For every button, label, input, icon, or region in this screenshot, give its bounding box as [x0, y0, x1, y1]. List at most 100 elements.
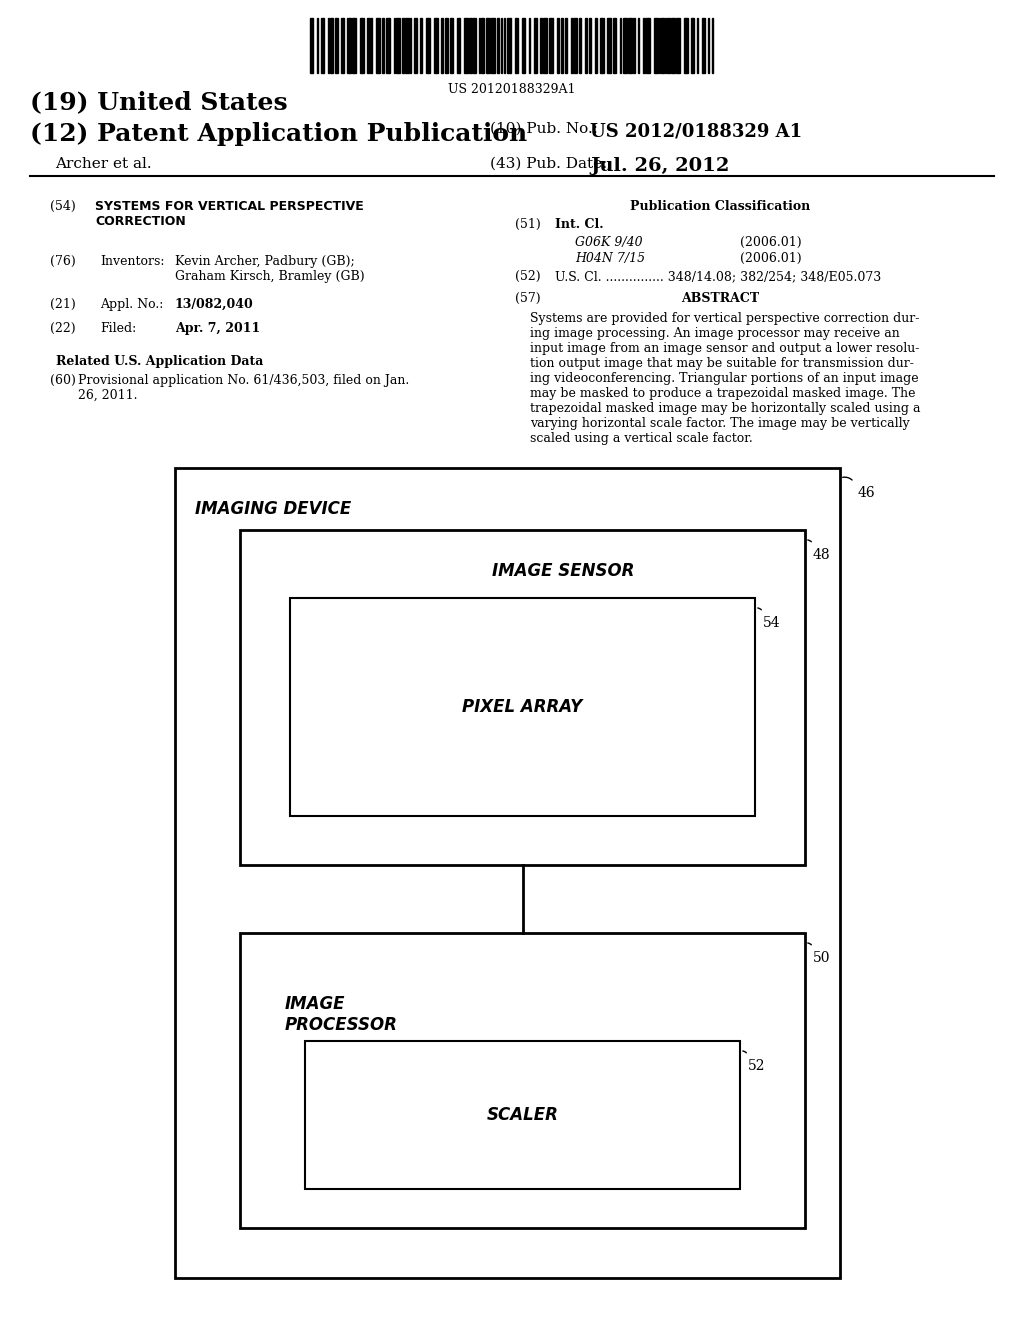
Text: U.S. Cl. ............... 348/14.08; 382/254; 348/E05.073: U.S. Cl. ............... 348/14.08; 382/… [555, 271, 882, 282]
Bar [600, 18, 604, 73]
Text: (12) Patent Application Publication: (12) Patent Application Publication [30, 121, 527, 147]
Bar [595, 18, 597, 73]
Bar [643, 18, 645, 73]
Text: 52: 52 [748, 1059, 766, 1073]
Bar [420, 18, 422, 73]
Bar [330, 18, 333, 73]
Text: (43) Pub. Date:: (43) Pub. Date: [490, 157, 607, 172]
Text: (60): (60) [50, 374, 76, 387]
Bar [445, 18, 449, 73]
Bar [469, 18, 472, 73]
Bar [481, 18, 484, 73]
Bar [589, 18, 591, 73]
Bar [543, 18, 547, 73]
Text: SYSTEMS FOR VERTICAL PERSPECTIVE
CORRECTION: SYSTEMS FOR VERTICAL PERSPECTIVE CORRECT… [95, 201, 364, 228]
Bar [441, 18, 443, 73]
Text: ABSTRACT: ABSTRACT [681, 292, 759, 305]
Bar [646, 18, 650, 73]
Bar [565, 18, 567, 73]
Text: 13/082,040: 13/082,040 [175, 298, 254, 312]
Bar [396, 18, 400, 73]
Text: Systems are provided for vertical perspective correction dur-
ing image processi: Systems are provided for vertical perspe… [530, 312, 921, 445]
Bar [561, 18, 563, 73]
Text: Publication Classification: Publication Classification [630, 201, 810, 213]
Bar [613, 18, 616, 73]
Text: (76): (76) [50, 255, 76, 268]
Text: 46: 46 [858, 486, 876, 500]
Bar [335, 18, 338, 73]
Text: Appl. No.:: Appl. No.: [100, 298, 164, 312]
Text: (21): (21) [50, 298, 76, 312]
Bar [623, 18, 627, 73]
Bar [557, 18, 559, 73]
Bar [406, 18, 409, 73]
Bar [676, 18, 680, 73]
Text: 50: 50 [813, 950, 830, 965]
Bar [426, 18, 430, 73]
Text: H04N 7/15: H04N 7/15 [575, 252, 645, 265]
Text: IMAGE
PROCESSOR: IMAGE PROCESSOR [285, 995, 398, 1034]
Text: (52): (52) [515, 271, 541, 282]
Text: SCALER: SCALER [486, 1106, 558, 1125]
Bar [473, 18, 476, 73]
Bar [305, 1041, 740, 1189]
Text: IMAGING DEVICE: IMAGING DEVICE [195, 500, 351, 517]
Text: (51): (51) [515, 218, 541, 231]
Bar [347, 18, 351, 73]
Bar [367, 18, 369, 73]
Bar [414, 18, 417, 73]
Bar [549, 18, 553, 73]
Text: (10) Pub. No.:: (10) Pub. No.: [490, 121, 598, 136]
Text: Filed:: Filed: [100, 322, 136, 335]
Bar [628, 18, 632, 73]
Text: (2006.01): (2006.01) [740, 252, 802, 265]
Bar [540, 18, 542, 73]
Bar [175, 469, 840, 1278]
Bar [571, 18, 573, 73]
Bar [497, 18, 499, 73]
Bar [607, 18, 611, 73]
Text: G06K 9/40: G06K 9/40 [575, 236, 643, 249]
Bar [507, 18, 511, 73]
Text: (54): (54) [50, 201, 76, 213]
Bar [522, 18, 525, 73]
Bar [633, 18, 635, 73]
Bar [457, 18, 460, 73]
Text: US 2012/0188329 A1: US 2012/0188329 A1 [590, 121, 802, 140]
Bar [534, 18, 537, 73]
Text: Kevin Archer, Padbury (GB);
Graham Kirsch, Bramley (GB): Kevin Archer, Padbury (GB); Graham Kirsc… [175, 255, 365, 282]
Bar [654, 18, 658, 73]
Bar [574, 18, 577, 73]
Text: (57): (57) [515, 292, 541, 305]
Text: Inventors:: Inventors: [100, 255, 165, 268]
Text: Archer et al.: Archer et al. [55, 157, 152, 172]
Text: 48: 48 [813, 548, 830, 562]
Bar [486, 18, 490, 73]
Bar [360, 18, 364, 73]
Bar [434, 18, 438, 73]
Bar [321, 18, 324, 73]
Bar [376, 18, 380, 73]
Bar [490, 18, 495, 73]
Bar [382, 18, 384, 73]
Text: (19) United States: (19) United States [30, 90, 288, 114]
Bar [667, 18, 670, 73]
Bar [290, 598, 755, 816]
Bar [702, 18, 705, 73]
Text: (22): (22) [50, 322, 76, 335]
Bar [450, 18, 453, 73]
Bar [240, 933, 805, 1228]
Bar [671, 18, 675, 73]
Text: Int. Cl.: Int. Cl. [555, 218, 603, 231]
Bar [240, 531, 805, 865]
Text: Jul. 26, 2012: Jul. 26, 2012 [590, 157, 729, 176]
Bar [310, 18, 313, 73]
Text: Related U.S. Application Data: Related U.S. Application Data [56, 355, 264, 368]
Text: 54: 54 [763, 616, 780, 630]
Bar [684, 18, 688, 73]
Bar [579, 18, 581, 73]
Bar [691, 18, 694, 73]
Text: IMAGE SENSOR: IMAGE SENSOR [492, 562, 635, 579]
Bar [515, 18, 518, 73]
Bar [341, 18, 344, 73]
